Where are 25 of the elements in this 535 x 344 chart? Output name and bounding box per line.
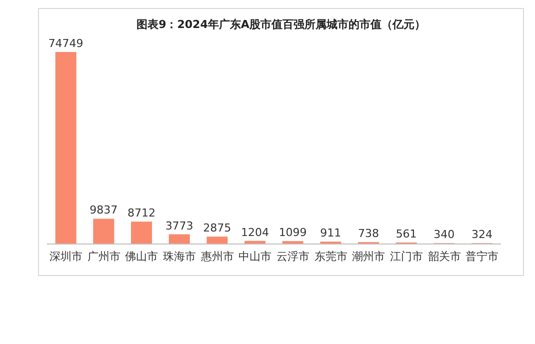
x-tick-label: 江门市 [390,250,423,263]
x-tick-label: 东莞市 [314,250,348,263]
data-label: 340 [434,228,455,242]
x-tick-label: 深圳市 [49,250,82,263]
x-tick-label: 普宁市 [466,250,499,263]
data-label: 3773 [165,219,194,232]
x-tick-label: 潮州市 [352,250,386,263]
x-tick-label: 韶关市 [428,250,461,263]
data-label: 324 [471,228,492,242]
data-label: 74749 [48,37,84,50]
data-label: 911 [320,226,342,240]
x-tick-label: 广州市 [87,250,120,263]
data-label: 1204 [240,226,269,239]
x-tick-label: 云浮市 [276,250,310,263]
data-label: 2875 [203,222,232,235]
data-label: 561 [396,228,417,241]
chart-title: 图表9：2024年广东A股市值百强所属城市的市值（亿元） [136,17,426,32]
x-tick-label: 中山市 [238,250,272,263]
x-tick-label: 佛山市 [125,250,158,263]
x-tick-label: 惠州市 [200,250,234,263]
x-tick-label: 珠海市 [162,250,196,263]
data-label: 1099 [278,226,307,240]
data-label: 9837 [90,204,118,217]
data-label: 738 [358,227,379,240]
data-label: 8712 [127,206,156,220]
